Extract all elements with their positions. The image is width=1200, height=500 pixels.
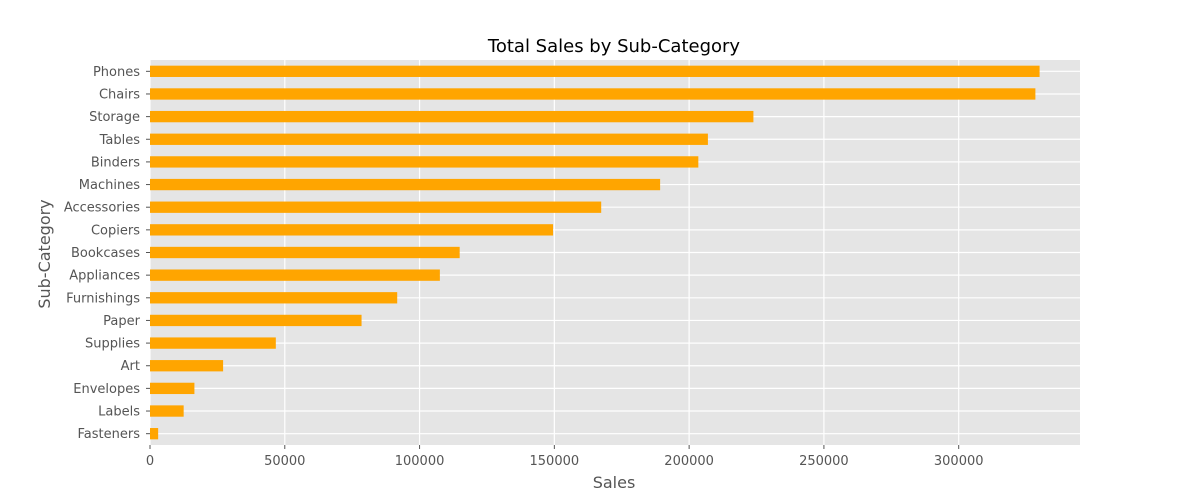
x-tick-label: 50000	[264, 454, 305, 469]
y-tick-label: Chairs	[99, 87, 140, 102]
y-tick-label: Labels	[98, 405, 140, 420]
y-tick-label: Envelopes	[73, 382, 140, 397]
bar-envelopes	[150, 382, 195, 395]
bar-paper	[150, 314, 362, 327]
bar-binders	[150, 156, 699, 168]
bars	[150, 65, 1040, 440]
bar-appliances	[150, 269, 440, 281]
y-tick-label: Accessories	[64, 201, 140, 216]
y-tick-label: Phones	[93, 65, 140, 80]
y-tick-label: Furnishings	[66, 291, 140, 306]
x-tick-label: 150000	[530, 454, 580, 469]
bar-bookcases	[150, 246, 460, 259]
y-axis-label: Sub-Category	[35, 199, 54, 308]
y-tick-label: Tables	[99, 133, 141, 148]
y-tick-label: Copiers	[91, 223, 140, 238]
bar-labels	[150, 405, 184, 417]
bar-machines	[150, 178, 661, 191]
x-tick-label: 300000	[934, 454, 984, 469]
y-tick-label: Art	[121, 359, 140, 374]
x-tick-label: 100000	[395, 454, 445, 469]
bar-supplies	[150, 337, 276, 349]
x-tick-label: 0	[146, 454, 154, 469]
y-tick-label: Binders	[91, 155, 140, 170]
y-tick-label: Paper	[103, 314, 140, 329]
y-tick-label: Machines	[79, 178, 140, 193]
x-tick-label: 200000	[664, 454, 714, 469]
bar-accessories	[150, 201, 602, 213]
x-tick-label: 250000	[799, 454, 849, 469]
bar-fasteners	[150, 428, 159, 440]
y-tick-label: Bookcases	[71, 246, 140, 261]
chart-title: Total Sales by Sub-Category	[487, 36, 741, 57]
bar-copiers	[150, 224, 554, 236]
y-tick-label: Fasteners	[78, 427, 141, 442]
y-tick-label: Appliances	[69, 269, 140, 284]
bar-tables	[150, 133, 708, 145]
bar-furnishings	[150, 292, 398, 304]
y-tick-label: Supplies	[85, 337, 140, 352]
x-axis-ticks: 0 50000 100000 150000 200000 250000 300000	[146, 445, 984, 469]
bar-phones	[150, 65, 1040, 77]
y-tick-label: Storage	[89, 110, 140, 125]
bar-art	[150, 360, 224, 372]
x-axis-label: Sales	[593, 473, 636, 492]
y-axis-ticks: Phones Chairs Storage Tables Binders Machines…	[64, 65, 150, 442]
bar-chairs	[150, 88, 1036, 100]
bar-storage	[150, 110, 754, 123]
